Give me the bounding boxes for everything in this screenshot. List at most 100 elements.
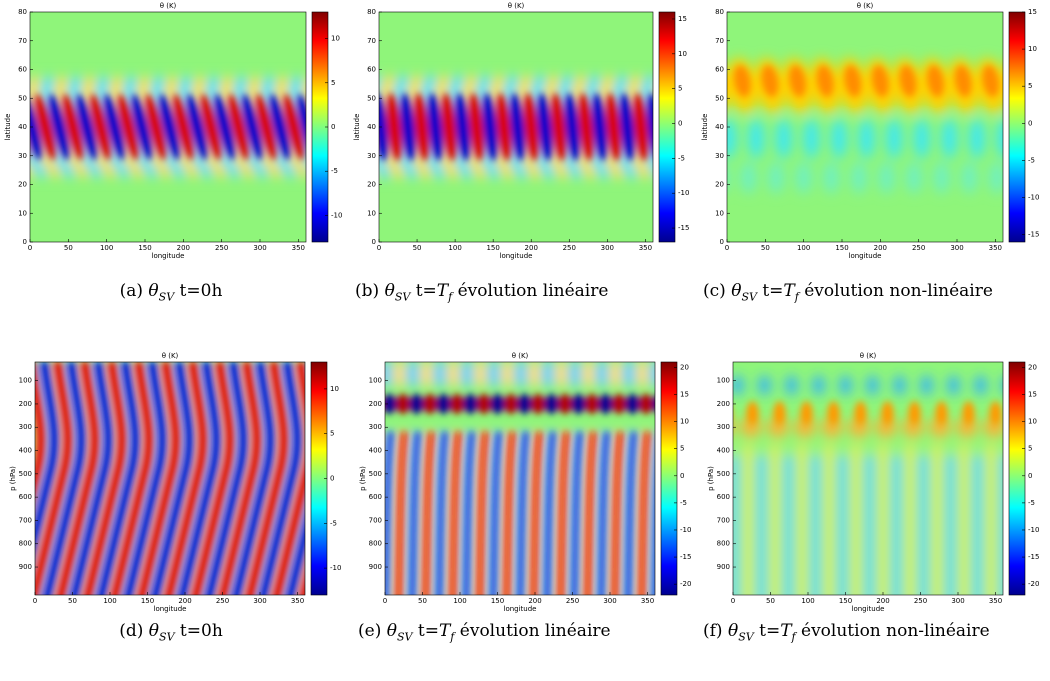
field-blob bbox=[486, 362, 503, 388]
caption-time: t=0h bbox=[179, 621, 223, 641]
field-blob bbox=[594, 362, 611, 388]
caption-label: (a) bbox=[119, 281, 143, 301]
colorbar-tick-label: 15 bbox=[1028, 8, 1037, 16]
x-tick-label: 50 bbox=[418, 597, 427, 605]
y-tick-label: 700 bbox=[19, 516, 32, 524]
field-blob bbox=[386, 93, 402, 161]
field-blob bbox=[145, 93, 166, 161]
field-blob bbox=[242, 93, 263, 161]
field-blob bbox=[830, 118, 847, 159]
y-tick-label: 400 bbox=[369, 447, 382, 455]
x-tick-label: 300 bbox=[253, 597, 266, 605]
field-blob bbox=[564, 93, 580, 161]
field-blob bbox=[477, 393, 491, 414]
x-tick-label: 50 bbox=[413, 244, 422, 252]
panel-title: θ (K) bbox=[857, 2, 874, 10]
x-axis-label: longitude bbox=[500, 252, 533, 260]
field-blob bbox=[392, 362, 408, 388]
field-blob bbox=[886, 118, 903, 159]
field-stripe bbox=[259, 362, 302, 595]
field-blob bbox=[733, 375, 744, 396]
field-halo bbox=[733, 375, 1003, 595]
x-tick-label: 250 bbox=[563, 244, 576, 252]
field-stripe bbox=[396, 431, 407, 595]
field-stripe bbox=[558, 431, 569, 595]
colorbar-tick-label: -5 bbox=[1028, 156, 1035, 164]
x-tick-label: 0 bbox=[28, 244, 32, 252]
y-tick-label: 200 bbox=[717, 400, 730, 408]
field-stripe bbox=[598, 431, 610, 595]
field-blob bbox=[527, 362, 543, 388]
field-blob bbox=[854, 401, 867, 426]
colorbar-tick-label: -10 bbox=[330, 564, 341, 572]
caption-final-time: T bbox=[783, 281, 795, 301]
field-blob bbox=[727, 118, 737, 159]
field-blob bbox=[537, 93, 553, 161]
y-tick-label: 70 bbox=[715, 37, 724, 45]
field-blob bbox=[858, 118, 875, 159]
colorbar-tick-label: -10 bbox=[331, 211, 342, 219]
field-blob bbox=[523, 93, 539, 161]
caption-time: t= bbox=[417, 621, 439, 641]
field-blob bbox=[816, 65, 834, 97]
caption: (b) θSV t=Tf évolution linéaire bbox=[355, 276, 697, 312]
x-tick-label: 200 bbox=[528, 597, 541, 605]
field-stripe bbox=[97, 362, 140, 595]
x-tick-label: 350 bbox=[989, 597, 1002, 605]
field-stripe bbox=[164, 362, 207, 595]
x-tick-label: 350 bbox=[639, 244, 652, 252]
y-axis-label: latitude bbox=[353, 114, 361, 141]
field-blob bbox=[419, 362, 435, 388]
field-blob bbox=[727, 167, 729, 188]
y-axis-label: p (hPa) bbox=[359, 466, 367, 491]
field-blob bbox=[432, 362, 449, 388]
field bbox=[379, 75, 653, 179]
caption-symbol: θ bbox=[384, 281, 395, 301]
field-blob bbox=[62, 93, 84, 161]
x-tick-label: 300 bbox=[950, 244, 963, 252]
x-tick-label: 300 bbox=[253, 244, 266, 252]
field bbox=[30, 76, 306, 178]
panel-title: θ (K) bbox=[508, 2, 525, 10]
field-blob bbox=[513, 362, 530, 388]
field-stripe bbox=[612, 431, 623, 595]
field-blob bbox=[962, 401, 975, 426]
y-axis-label: p (hPa) bbox=[9, 466, 17, 491]
field-blob bbox=[927, 65, 944, 97]
x-axis-label: longitude bbox=[154, 605, 187, 613]
colorbar-tick-label: 15 bbox=[678, 15, 687, 23]
y-tick-label: 100 bbox=[19, 377, 32, 385]
x-tick-label: 150 bbox=[141, 597, 154, 605]
x-tick-label: 250 bbox=[912, 244, 925, 252]
caption-text: évolution non-linéaire bbox=[804, 281, 993, 301]
field-stripe bbox=[571, 431, 583, 595]
field-blob bbox=[500, 362, 516, 388]
colorbar-tick-label: 5 bbox=[680, 445, 684, 453]
plot-frame bbox=[384, 361, 656, 596]
y-tick-label: 300 bbox=[369, 423, 382, 431]
y-tick-label: 40 bbox=[715, 123, 724, 131]
field-blob bbox=[795, 161, 812, 194]
field-core bbox=[746, 401, 1002, 426]
colorbar-tick-label: 5 bbox=[678, 85, 682, 93]
y-tick-label: 80 bbox=[367, 8, 376, 16]
x-tick-label: 250 bbox=[914, 597, 927, 605]
x-tick-label: 350 bbox=[989, 244, 1002, 252]
field-stripe bbox=[35, 362, 59, 553]
colorbar-tick-label: 10 bbox=[680, 418, 689, 426]
field-blob bbox=[482, 93, 498, 161]
colorbar-tick-label: -15 bbox=[1028, 231, 1039, 239]
field-stripe bbox=[625, 431, 637, 595]
x-tick-label: 250 bbox=[566, 597, 579, 605]
field-stripe bbox=[436, 431, 448, 595]
colorbar-tick-label: 10 bbox=[1028, 418, 1037, 426]
caption: (a) θSV t=0h bbox=[0, 276, 342, 312]
colorbar-tick-label: 5 bbox=[330, 430, 334, 438]
field-stripe bbox=[531, 431, 542, 595]
field-blob bbox=[585, 393, 599, 414]
field-stripe bbox=[124, 362, 167, 595]
field-blob bbox=[256, 93, 277, 161]
